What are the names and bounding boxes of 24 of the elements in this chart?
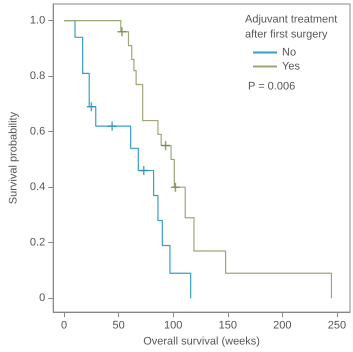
x-tick-label: 50: [112, 320, 125, 332]
y-tick-label: 0.2: [30, 236, 46, 249]
point: [106, 120, 118, 132]
point: [138, 165, 150, 176]
x-tick-label: 100: [164, 320, 182, 332]
legend-label: No: [282, 46, 296, 58]
y-tick-label: 0.4: [30, 181, 46, 194]
y-tick-label: 0.8: [30, 70, 46, 82]
point: [160, 140, 171, 151]
y-tick-label: 1.0: [30, 14, 46, 27]
point: [86, 101, 97, 112]
x-axis-title: Overall survival (weeks): [143, 336, 260, 348]
legend-title: Adjuvant treatment after first surgery: [245, 14, 340, 40]
x-tick-label: 200: [273, 320, 292, 332]
x-tick-label: 0: [61, 320, 68, 332]
point: [170, 182, 181, 192]
y-tick-label: 0: [39, 292, 46, 304]
legend-label: Yes: [282, 60, 300, 72]
point: [116, 26, 128, 38]
x-tick-label: 150: [218, 320, 237, 332]
annotation: P = 0.006: [248, 80, 296, 92]
y-tick-label: 0.6: [30, 126, 46, 138]
x-tick-label: 250: [328, 320, 346, 332]
y-axis-title: Survival probability: [8, 111, 20, 204]
